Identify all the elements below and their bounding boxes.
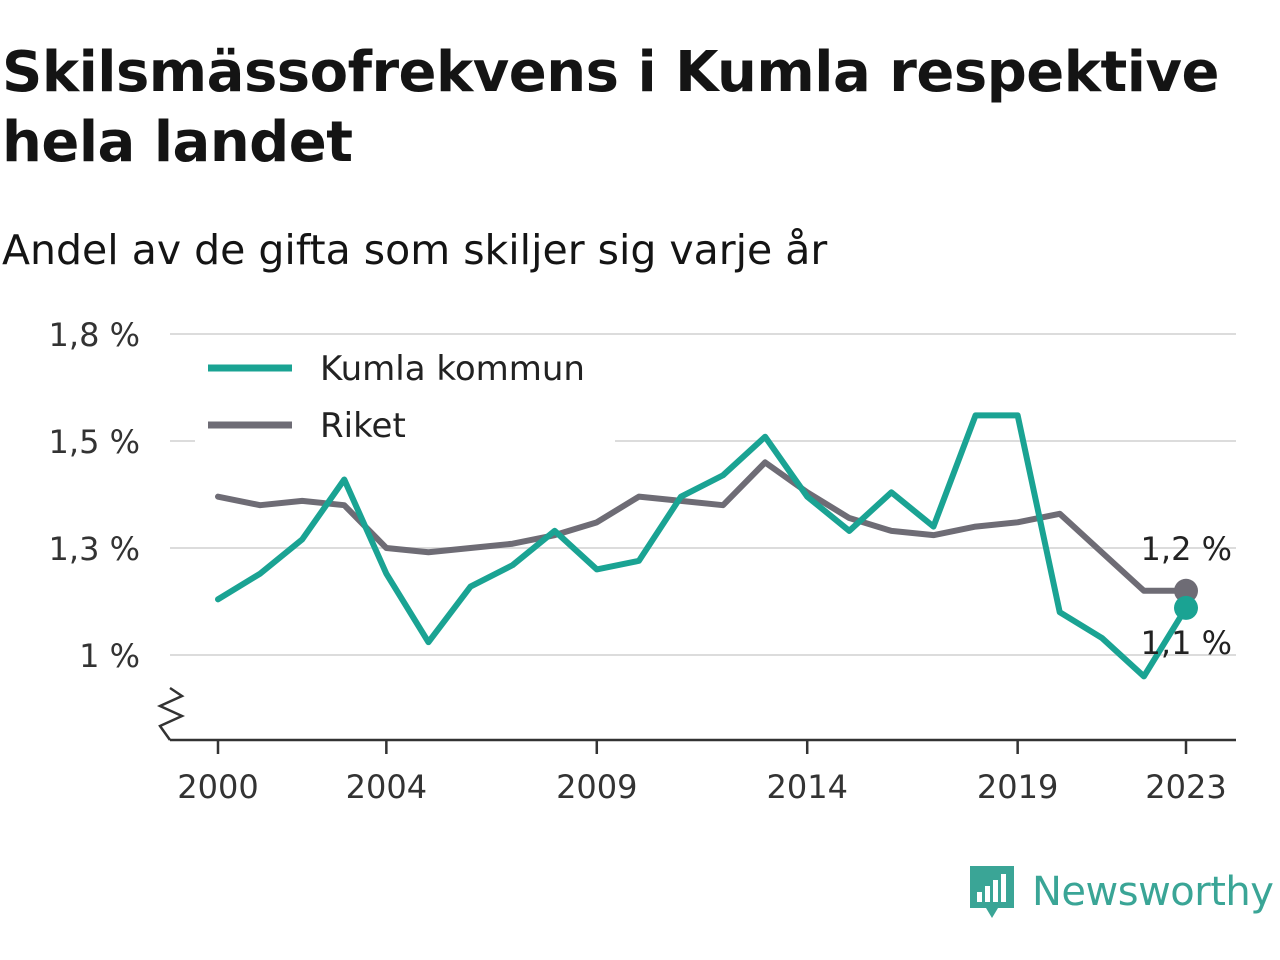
y-tick-label: 1,3 %	[49, 530, 140, 568]
legend: Kumla kommun Riket	[195, 335, 615, 455]
end-labels: 1,2 % 1,1 %	[1141, 530, 1232, 662]
legend-label: Riket	[320, 406, 406, 446]
x-tick-label: 2000	[177, 768, 258, 806]
y-tick-label: 1,8 %	[49, 316, 140, 354]
end-point	[1174, 595, 1198, 620]
y-tick-label: 1,5 %	[49, 423, 140, 461]
x-tick-label: 2004	[346, 768, 427, 806]
series-lines	[215, 412, 1198, 680]
legend-label: Kumla kommun	[320, 349, 585, 389]
series-line-kumla	[215, 412, 1189, 680]
x-tick-label: 2023	[1145, 768, 1226, 806]
series-line-riket	[215, 459, 1189, 594]
brand-name: Newsworthy	[1032, 869, 1274, 915]
x-tick-label: 2014	[766, 768, 847, 806]
brand: Newsworthy	[966, 862, 1274, 922]
y-axis: 1 % 1,3 % 1,5 % 1,8 %	[49, 316, 140, 675]
axis-break-icon	[156, 686, 186, 741]
legend-background	[195, 335, 615, 455]
x-tick-label: 2019	[977, 768, 1058, 806]
x-axis: 2000 2004 2009 2014 2019 2023	[156, 686, 1236, 806]
chart-title: Skilsmässofrekvens i Kumla respektive he…	[2, 40, 1219, 175]
x-tick-label: 2009	[556, 768, 637, 806]
end-value-label: 1,1 %	[1141, 624, 1232, 662]
chart-subtitle: Andel av de gifta som skiljer sig varje …	[2, 226, 828, 274]
newsworthy-logo-icon	[970, 866, 1014, 918]
y-tick-label: 1 %	[79, 637, 140, 675]
end-value-label: 1,2 %	[1141, 530, 1232, 568]
end-point	[1174, 578, 1198, 603]
